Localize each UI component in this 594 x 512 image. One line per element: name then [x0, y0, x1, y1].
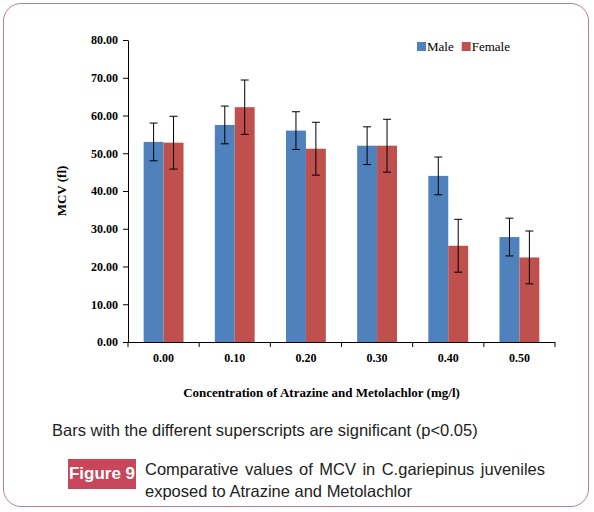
bar	[144, 142, 164, 342]
axis-line	[128, 41, 129, 343]
error-bar	[221, 106, 229, 144]
bar	[286, 131, 306, 342]
series	[144, 106, 520, 342]
tick-mark	[123, 229, 128, 230]
tick: 0.10	[224, 342, 245, 365]
legend-item: Male	[417, 39, 454, 54]
category-separator	[270, 342, 271, 347]
tick-label: 0.40	[438, 351, 459, 365]
tick-mark	[123, 191, 128, 192]
bar	[377, 146, 397, 342]
figure-label: Figure 9	[68, 459, 136, 489]
error-bar	[454, 219, 462, 272]
tick: 20.00	[91, 260, 128, 274]
tick-label: 70.00	[91, 71, 118, 85]
tick-label: 0.10	[224, 351, 245, 365]
tick-label: 0.50	[509, 351, 530, 365]
legend-swatch	[462, 42, 471, 51]
tick: 50.00	[91, 147, 128, 161]
tick-label: 0.30	[367, 351, 388, 365]
tick-label: 80.00	[91, 33, 118, 47]
legend-swatch	[417, 42, 426, 51]
legend-label: Male	[427, 39, 454, 54]
error-bar	[434, 157, 442, 195]
plot-area	[144, 80, 540, 342]
bar	[164, 143, 184, 342]
figure: 0.00 10.00 20.00 30.00 40.00 50.00 60.00 70.00 8…	[0, 0, 594, 512]
tick: 0.00	[97, 335, 128, 349]
error-bar	[525, 231, 533, 284]
error-bar	[383, 119, 391, 172]
annotation: Bars with the different superscripts are…	[52, 421, 572, 440]
tick: 80.00	[91, 33, 128, 47]
tick-mark	[123, 267, 128, 268]
error-bar	[505, 218, 513, 256]
tick: 40.00	[91, 184, 128, 198]
tick-label: 50.00	[91, 147, 118, 161]
legend: Male Female	[417, 39, 510, 54]
bar	[428, 176, 448, 342]
y-axis-title: MCV (fl)	[54, 166, 69, 217]
tick-label: 0.20	[295, 351, 316, 365]
category-separator	[412, 342, 413, 347]
x-axis: 0.00 0.10 0.20 0.30 0.40 0.50	[128, 342, 555, 365]
category-separator	[341, 342, 342, 347]
tick-label: 0.00	[97, 335, 118, 349]
tick-label: 0.00	[153, 351, 174, 365]
caption: Comparative values of MCV in C.gariepinu…	[145, 458, 545, 502]
error-bar	[241, 80, 249, 134]
tick-label: 20.00	[91, 260, 118, 274]
tick-label: 10.00	[91, 298, 118, 312]
category-separator	[199, 342, 200, 347]
tick: 0.20	[295, 342, 316, 365]
error-bar	[312, 122, 320, 175]
category-separator	[128, 342, 129, 347]
bar	[306, 149, 326, 342]
tick: 0.40	[438, 342, 459, 365]
tick-mark	[123, 78, 128, 79]
error-bar	[363, 127, 371, 165]
tick-mark	[123, 342, 128, 343]
tick-label: 30.00	[91, 222, 118, 236]
y-axis: 0.00 10.00 20.00 30.00 40.00 50.00 60.00 70.00 8…	[91, 33, 129, 349]
tick-mark	[123, 304, 128, 305]
bar	[235, 107, 255, 342]
tick-label: 40.00	[91, 184, 118, 198]
tick: 0.50	[509, 342, 530, 365]
tick: 70.00	[91, 71, 128, 85]
category-separator	[555, 342, 556, 347]
error-bar	[150, 123, 158, 161]
tick-mark	[123, 116, 128, 117]
tick: 60.00	[91, 109, 128, 123]
tick: 0.30	[367, 342, 388, 365]
tick-mark	[123, 40, 128, 41]
tick: 10.00	[91, 298, 128, 312]
tick: 30.00	[91, 222, 128, 236]
tick: 0.00	[153, 342, 174, 365]
error-bar	[292, 112, 300, 150]
bar	[215, 125, 235, 342]
legend-label: Female	[472, 39, 510, 54]
tick-mark	[123, 153, 128, 154]
tick-label: 60.00	[91, 109, 118, 123]
series	[164, 80, 540, 342]
legend-item: Female	[462, 39, 510, 54]
error-bar	[170, 116, 178, 169]
bar	[357, 146, 377, 342]
category-separator	[483, 342, 484, 347]
x-axis-title: Concentration of Atrazine and Metolachlo…	[183, 385, 460, 400]
